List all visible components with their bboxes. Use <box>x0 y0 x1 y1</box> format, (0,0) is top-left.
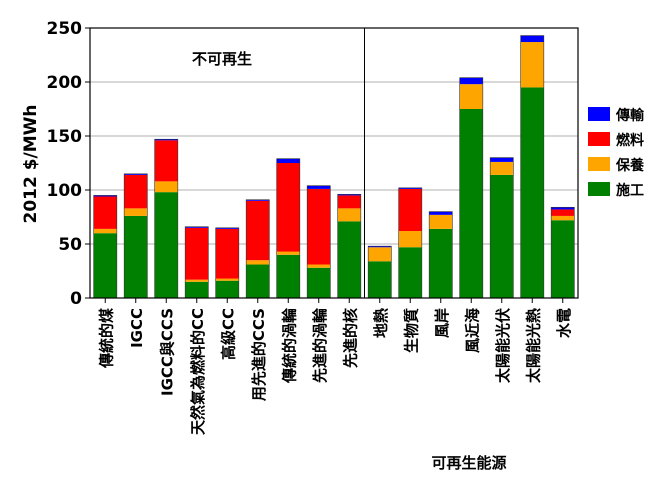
bar-1-2 <box>124 174 148 209</box>
legend-swatch-0 <box>588 107 610 121</box>
bars <box>93 35 575 299</box>
bar-0-3 <box>93 195 117 197</box>
bar-4-0 <box>215 280 239 298</box>
bar-6-3 <box>276 158 300 163</box>
x-label-2: IGCC與CCS <box>158 308 176 396</box>
x-label-8: 先進的核 <box>341 308 359 368</box>
bar-3-1 <box>185 279 209 282</box>
bar-3-0 <box>185 281 209 298</box>
bar-5-1 <box>246 260 270 265</box>
bar-14-1 <box>520 42 544 88</box>
bar-8-0 <box>337 221 361 298</box>
x-label-4: 高級CC <box>219 308 237 360</box>
bar-12-1 <box>459 84 483 109</box>
bar-8-3 <box>337 194 361 196</box>
legend-swatch-3 <box>588 182 610 196</box>
bar-9-3 <box>368 246 392 248</box>
bar-10-2 <box>398 188 422 232</box>
x-label-11: 風岸 <box>433 308 451 338</box>
bar-2-0 <box>154 192 178 298</box>
bar-8-1 <box>337 208 361 222</box>
group-label-renewable: 可再生能源 <box>431 454 506 472</box>
bar-12-3 <box>459 77 483 85</box>
bar-12-0 <box>459 109 483 298</box>
bar-4-3 <box>215 227 239 229</box>
plot-frame <box>89 27 579 299</box>
bar-10-0 <box>398 247 422 298</box>
bar-4-1 <box>215 278 239 281</box>
x-label-9: 地熱 <box>372 308 390 338</box>
bar-15-3 <box>551 207 575 210</box>
bar-15-2 <box>551 209 575 216</box>
bar-15-0 <box>551 220 575 298</box>
bar-14-0 <box>520 87 544 299</box>
bar-13-0 <box>490 174 514 298</box>
x-label-3: 天然氣為燃料的CC <box>189 308 207 435</box>
legend-label-2: 保養 <box>615 157 644 174</box>
legend-label-0: 傳輸 <box>615 107 645 124</box>
bar-7-0 <box>307 267 331 298</box>
bar-1-0 <box>124 215 148 298</box>
bar-9-1 <box>368 247 392 262</box>
bar-3-3 <box>185 226 209 228</box>
legend-label-3: 施工 <box>616 182 644 199</box>
bar-6-2 <box>276 163 300 252</box>
axes <box>85 27 579 303</box>
bar-11-0 <box>429 228 453 298</box>
bar-6-1 <box>276 251 300 255</box>
legend-swatch-1 <box>588 132 610 146</box>
y-tick-labels: 0 50 100 150 200 250 <box>47 19 83 309</box>
y-axis-title: 2012 $/MWh <box>21 104 41 223</box>
y-tick-label-100: 100 <box>47 181 83 201</box>
bar-14-3 <box>520 35 544 43</box>
bar-7-3 <box>307 185 331 189</box>
x-label-15: 水電 <box>555 308 573 338</box>
legend-swatch-2 <box>588 157 610 171</box>
x-category-labels: 傳統的煤 IGCC IGCC與CCS 天然氣為燃料的CC 高級CC 用先進的CCS 傳統的渦… <box>97 307 573 435</box>
x-label-5: 用先進的CCS <box>250 308 268 401</box>
x-label-6: 傳統的渦輪 <box>280 307 298 384</box>
x-label-10: 生物質 <box>402 308 420 353</box>
group-label-nonrenewable: 不可再生 <box>192 50 252 68</box>
y-tick-label-150: 150 <box>47 127 83 147</box>
bar-6-0 <box>276 254 300 298</box>
bar-15-1 <box>551 215 575 221</box>
bar-1-3 <box>124 173 148 175</box>
x-label-0: 傳統的煤 <box>97 308 115 369</box>
bar-10-1 <box>398 231 422 248</box>
x-label-12: 風近海 <box>463 308 481 353</box>
bar-10-3 <box>398 187 422 189</box>
bar-0-2 <box>93 196 117 229</box>
legend-label-1: 燃料 <box>616 132 644 149</box>
bar-11-1 <box>429 214 453 229</box>
bar-11-3 <box>429 211 453 215</box>
bar-13-1 <box>490 161 514 175</box>
bar-8-2 <box>337 195 361 209</box>
bar-1-1 <box>124 208 148 216</box>
bar-2-3 <box>154 139 178 141</box>
x-label-13: 太陽能光伏 <box>494 308 512 383</box>
y-tick-label-250: 250 <box>47 19 83 39</box>
bar-7-2 <box>307 188 331 265</box>
bar-5-2 <box>246 200 270 261</box>
y-tick-label-0: 0 <box>70 289 82 309</box>
bar-4-2 <box>215 228 239 279</box>
bar-0-0 <box>93 233 117 298</box>
bar-5-0 <box>246 264 270 298</box>
x-label-14: 太陽能光熱 <box>524 308 542 383</box>
y-tick-label-50: 50 <box>58 235 82 255</box>
y-tick-label-200: 200 <box>47 73 83 93</box>
bar-5-3 <box>246 199 270 201</box>
bar-3-2 <box>185 227 209 280</box>
bar-2-1 <box>154 181 178 193</box>
bar-9-0 <box>368 261 392 298</box>
x-label-7: 先進的渦輪 <box>311 307 329 383</box>
bar-7-1 <box>307 264 331 268</box>
x-label-1: IGCC <box>128 308 146 348</box>
bar-0-1 <box>93 228 117 234</box>
bar-13-3 <box>490 157 514 162</box>
bar-2-2 <box>154 140 178 182</box>
